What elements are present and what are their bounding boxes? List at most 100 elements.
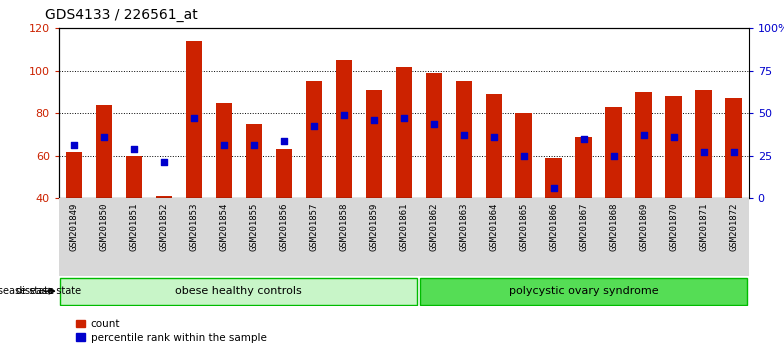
Point	[97, 134, 110, 139]
Bar	[299, 198, 328, 276]
Text: GSM201872: GSM201872	[729, 202, 739, 251]
Point	[608, 153, 620, 159]
Point	[337, 113, 350, 118]
Bar	[575, 137, 592, 198]
Bar	[629, 198, 659, 276]
Bar	[96, 105, 112, 198]
Bar	[599, 198, 629, 276]
Point	[67, 142, 80, 148]
Text: GSM201856: GSM201856	[279, 202, 289, 251]
Point	[307, 123, 320, 129]
Bar	[275, 149, 292, 198]
Text: GSM201857: GSM201857	[309, 202, 318, 251]
Text: GDS4133 / 226561_at: GDS4133 / 226561_at	[45, 8, 198, 23]
Point	[637, 132, 650, 137]
Bar	[426, 73, 442, 198]
Bar	[389, 198, 419, 276]
Text: polycystic ovary syndrome: polycystic ovary syndrome	[509, 286, 659, 296]
Text: GSM201852: GSM201852	[159, 202, 169, 251]
Bar	[269, 198, 299, 276]
Text: disease state: disease state	[0, 286, 54, 296]
Bar	[636, 92, 652, 198]
Point	[698, 149, 710, 154]
Bar	[209, 198, 239, 276]
Point	[158, 159, 170, 165]
Bar	[125, 156, 142, 198]
Point	[128, 147, 140, 152]
Bar	[546, 158, 562, 198]
Bar	[568, 198, 599, 276]
Point	[397, 115, 410, 120]
Point	[488, 134, 500, 139]
Bar	[719, 198, 749, 276]
Bar	[336, 60, 352, 198]
Bar	[456, 81, 472, 198]
Bar	[328, 198, 359, 276]
Bar	[516, 113, 532, 198]
Text: GSM201849: GSM201849	[69, 202, 78, 251]
Text: GSM201864: GSM201864	[489, 202, 499, 251]
Bar	[155, 196, 172, 198]
Point	[248, 142, 260, 148]
Bar	[666, 96, 682, 198]
Bar	[365, 90, 382, 198]
Point	[427, 121, 440, 127]
Text: GSM201855: GSM201855	[249, 202, 258, 251]
Bar	[186, 41, 202, 198]
Bar	[725, 98, 742, 198]
Bar	[509, 198, 539, 276]
Text: GSM201868: GSM201868	[609, 202, 619, 251]
Bar	[306, 81, 322, 198]
Text: obese healthy controls: obese healthy controls	[176, 286, 302, 296]
Bar	[216, 103, 232, 198]
Bar	[688, 198, 719, 276]
Point	[667, 134, 680, 139]
Point	[578, 136, 590, 142]
Text: GSM201869: GSM201869	[639, 202, 648, 251]
Text: GSM201871: GSM201871	[699, 202, 708, 251]
Bar	[485, 94, 502, 198]
Bar	[479, 198, 509, 276]
Bar	[149, 198, 179, 276]
Bar	[539, 198, 568, 276]
Bar	[419, 198, 448, 276]
Bar	[359, 198, 389, 276]
Bar	[395, 67, 412, 198]
Text: GSM201867: GSM201867	[579, 202, 588, 251]
Text: GSM201861: GSM201861	[399, 202, 408, 251]
Point	[728, 149, 740, 154]
FancyBboxPatch shape	[60, 278, 417, 305]
Bar	[179, 198, 209, 276]
Bar	[66, 152, 82, 198]
Point	[187, 115, 200, 120]
Bar	[245, 124, 262, 198]
Text: GSM201866: GSM201866	[550, 202, 558, 251]
Text: GSM201865: GSM201865	[519, 202, 528, 251]
Point	[458, 132, 470, 137]
Text: disease state: disease state	[16, 286, 81, 296]
Bar	[659, 198, 688, 276]
Text: GSM201853: GSM201853	[189, 202, 198, 251]
Bar	[239, 198, 269, 276]
Point	[547, 185, 560, 190]
Point	[217, 142, 230, 148]
Text: GSM201870: GSM201870	[670, 202, 678, 251]
Bar	[448, 198, 479, 276]
Text: GSM201854: GSM201854	[220, 202, 228, 251]
Bar	[605, 107, 622, 198]
Point	[368, 117, 380, 122]
Text: GSM201858: GSM201858	[339, 202, 348, 251]
Point	[517, 153, 530, 159]
Text: GSM201851: GSM201851	[129, 202, 138, 251]
Point	[278, 138, 290, 144]
Legend: count, percentile rank within the sample: count, percentile rank within the sample	[72, 315, 270, 347]
FancyBboxPatch shape	[420, 278, 747, 305]
Text: GSM201850: GSM201850	[100, 202, 108, 251]
Text: GSM201859: GSM201859	[369, 202, 378, 251]
Bar	[89, 198, 119, 276]
Text: GSM201862: GSM201862	[430, 202, 438, 251]
Bar	[119, 198, 149, 276]
Text: GSM201863: GSM201863	[459, 202, 468, 251]
Bar	[695, 90, 712, 198]
Bar	[59, 198, 89, 276]
